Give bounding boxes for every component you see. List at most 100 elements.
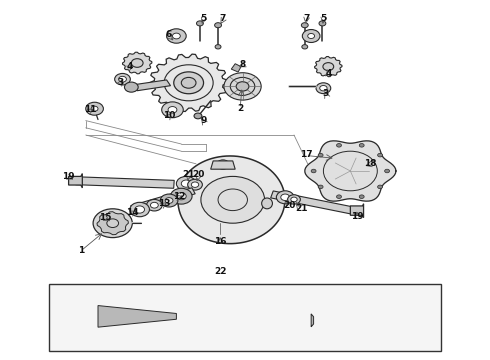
Circle shape <box>337 144 342 147</box>
Polygon shape <box>231 64 241 72</box>
Polygon shape <box>305 141 396 201</box>
Text: 20: 20 <box>283 201 295 210</box>
Circle shape <box>323 63 334 71</box>
Circle shape <box>385 169 390 173</box>
Circle shape <box>176 176 196 191</box>
Text: 7: 7 <box>220 14 226 23</box>
Polygon shape <box>211 161 235 169</box>
Circle shape <box>215 45 221 49</box>
Polygon shape <box>69 174 82 188</box>
Circle shape <box>383 322 394 331</box>
Circle shape <box>301 23 308 28</box>
Text: 11: 11 <box>84 105 97 114</box>
Circle shape <box>91 106 98 111</box>
Text: 5: 5 <box>200 14 206 23</box>
Text: 22: 22 <box>214 267 227 276</box>
Text: 14: 14 <box>126 208 139 217</box>
Text: 20: 20 <box>192 170 205 179</box>
Circle shape <box>224 73 261 100</box>
Polygon shape <box>178 156 285 244</box>
Circle shape <box>302 45 308 49</box>
Circle shape <box>176 193 186 200</box>
Circle shape <box>201 176 265 223</box>
Circle shape <box>119 76 126 82</box>
Circle shape <box>72 315 75 318</box>
Circle shape <box>77 312 80 314</box>
Circle shape <box>77 319 80 321</box>
Text: 9: 9 <box>200 116 207 125</box>
Circle shape <box>288 195 300 204</box>
Circle shape <box>107 219 119 228</box>
Circle shape <box>181 77 196 88</box>
Circle shape <box>174 72 203 94</box>
Circle shape <box>318 153 323 157</box>
Circle shape <box>131 59 143 67</box>
Circle shape <box>308 33 315 39</box>
Circle shape <box>115 73 130 85</box>
Circle shape <box>318 315 333 326</box>
Text: 3: 3 <box>323 89 329 98</box>
Text: 8: 8 <box>240 60 245 69</box>
Text: 15: 15 <box>99 213 112 222</box>
Polygon shape <box>340 318 388 328</box>
Circle shape <box>378 185 383 189</box>
Circle shape <box>147 199 162 211</box>
Text: 18: 18 <box>364 159 376 168</box>
Polygon shape <box>270 191 354 214</box>
Text: 4: 4 <box>325 69 332 78</box>
Text: 7: 7 <box>303 14 310 23</box>
Text: 19: 19 <box>62 172 75 181</box>
Polygon shape <box>54 314 73 319</box>
Circle shape <box>74 307 98 325</box>
Text: 2: 2 <box>237 104 243 113</box>
Circle shape <box>124 82 138 92</box>
Circle shape <box>188 179 202 190</box>
Text: 3: 3 <box>117 78 123 87</box>
Polygon shape <box>131 188 195 212</box>
Polygon shape <box>135 80 171 91</box>
Circle shape <box>73 178 80 184</box>
Polygon shape <box>98 306 176 327</box>
Text: 16: 16 <box>214 237 227 246</box>
Circle shape <box>311 169 316 173</box>
Circle shape <box>93 209 132 238</box>
Circle shape <box>311 310 341 331</box>
Circle shape <box>172 33 180 39</box>
Circle shape <box>196 21 203 26</box>
Circle shape <box>316 83 331 94</box>
Circle shape <box>378 153 383 157</box>
Polygon shape <box>350 204 364 217</box>
Ellipse shape <box>172 190 185 202</box>
Circle shape <box>181 180 191 187</box>
Bar <box>49 284 441 351</box>
Circle shape <box>168 107 177 113</box>
Text: 1: 1 <box>78 246 84 255</box>
Text: 10: 10 <box>163 111 175 120</box>
Circle shape <box>276 191 294 204</box>
Circle shape <box>150 202 158 208</box>
Circle shape <box>359 144 364 147</box>
Polygon shape <box>75 177 174 188</box>
Polygon shape <box>149 54 228 112</box>
Circle shape <box>359 195 364 198</box>
Circle shape <box>130 202 149 217</box>
Polygon shape <box>311 314 314 327</box>
Circle shape <box>162 102 183 118</box>
Text: 4: 4 <box>126 62 133 71</box>
Circle shape <box>318 185 323 189</box>
Polygon shape <box>176 314 314 322</box>
Circle shape <box>236 82 249 91</box>
Circle shape <box>217 160 229 169</box>
Circle shape <box>319 21 326 26</box>
Ellipse shape <box>262 198 272 209</box>
Circle shape <box>353 208 360 213</box>
Circle shape <box>171 188 192 204</box>
Circle shape <box>160 194 178 207</box>
Circle shape <box>165 198 173 203</box>
Circle shape <box>191 182 199 188</box>
Circle shape <box>82 315 85 318</box>
Circle shape <box>86 102 103 115</box>
Circle shape <box>135 206 145 213</box>
Circle shape <box>194 113 202 119</box>
Text: 21: 21 <box>182 170 195 179</box>
